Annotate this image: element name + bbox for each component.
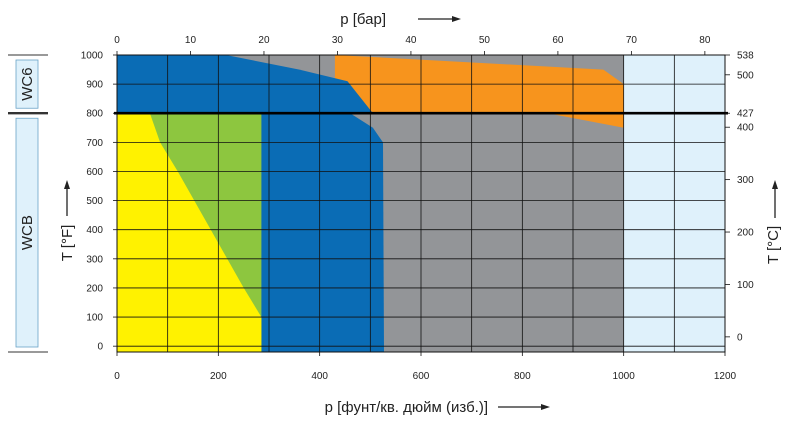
y-right-tick-label: 538: [737, 51, 754, 62]
x-bottom-tick-label: 400: [311, 371, 328, 382]
y-right-tick-label: 500: [737, 70, 754, 81]
x-top-tick-label: 0: [114, 35, 120, 46]
x-bottom-tick-label: 600: [413, 371, 430, 382]
x-bottom-tick-label: 200: [210, 371, 227, 382]
y-right-tick-label: 400: [737, 123, 754, 134]
bottom-axis-arrowhead: [541, 404, 550, 410]
material-box-wc6: [15, 59, 39, 109]
y-left-tick-label: 300: [86, 254, 103, 265]
y-left-tick-label: 800: [86, 109, 103, 120]
material-label-wcb: WCB: [19, 215, 36, 250]
y-left-tick-label: 500: [86, 196, 103, 207]
x-top-tick-label: 60: [552, 35, 564, 46]
material-box-wcb: [15, 117, 39, 348]
top-axis-title: p [бар]: [340, 11, 386, 28]
x-top-tick-label: 80: [699, 35, 711, 46]
x-top-tick-label: 40: [405, 35, 417, 46]
x-top-tick-label: 70: [626, 35, 638, 46]
y-left-tick-label: 700: [86, 138, 103, 149]
top-axis-arrowhead: [452, 16, 461, 22]
left-axis-arrowhead: [64, 180, 70, 189]
x-bottom-tick-label: 0: [114, 371, 120, 382]
x-top-tick-label: 30: [332, 35, 344, 46]
x-bottom-tick-label: 1000: [613, 371, 636, 382]
y-right-tick-label: 427: [737, 109, 754, 120]
right-axis-arrowhead: [772, 180, 778, 189]
x-bottom-tick-label: 1200: [714, 371, 737, 382]
right-axis-title: T [°C]: [765, 226, 782, 264]
y-left-tick-label: 600: [86, 167, 103, 178]
region-3: [334, 55, 624, 128]
x-bottom-tick-label: 800: [514, 371, 531, 382]
y-left-tick-label: 900: [86, 80, 103, 91]
left-axis-title: T [°F]: [59, 225, 76, 262]
y-right-tick-label: 200: [737, 228, 754, 239]
y-left-tick-label: 400: [86, 225, 103, 236]
bottom-axis-title: p [фунт/кв. дюйм (изб.)]: [325, 399, 488, 416]
region-7: [117, 113, 262, 352]
y-left-tick-label: 100: [86, 313, 103, 324]
y-left-tick-label: 200: [86, 283, 103, 294]
material-label-wc6: WC6: [19, 67, 36, 100]
x-top-tick-label: 10: [185, 35, 197, 46]
material-side-labels: WCB WC6: [8, 54, 48, 353]
y-right-tick-label: 300: [737, 175, 754, 186]
y-right-tick-label: 100: [737, 280, 754, 291]
y-right-tick-label: 0: [737, 332, 743, 343]
x-top-tick-label: 20: [258, 35, 270, 46]
y-left-tick-label: 0: [97, 342, 103, 353]
y-left-tick-label: 1000: [81, 51, 104, 62]
x-top-tick-label: 50: [479, 35, 491, 46]
